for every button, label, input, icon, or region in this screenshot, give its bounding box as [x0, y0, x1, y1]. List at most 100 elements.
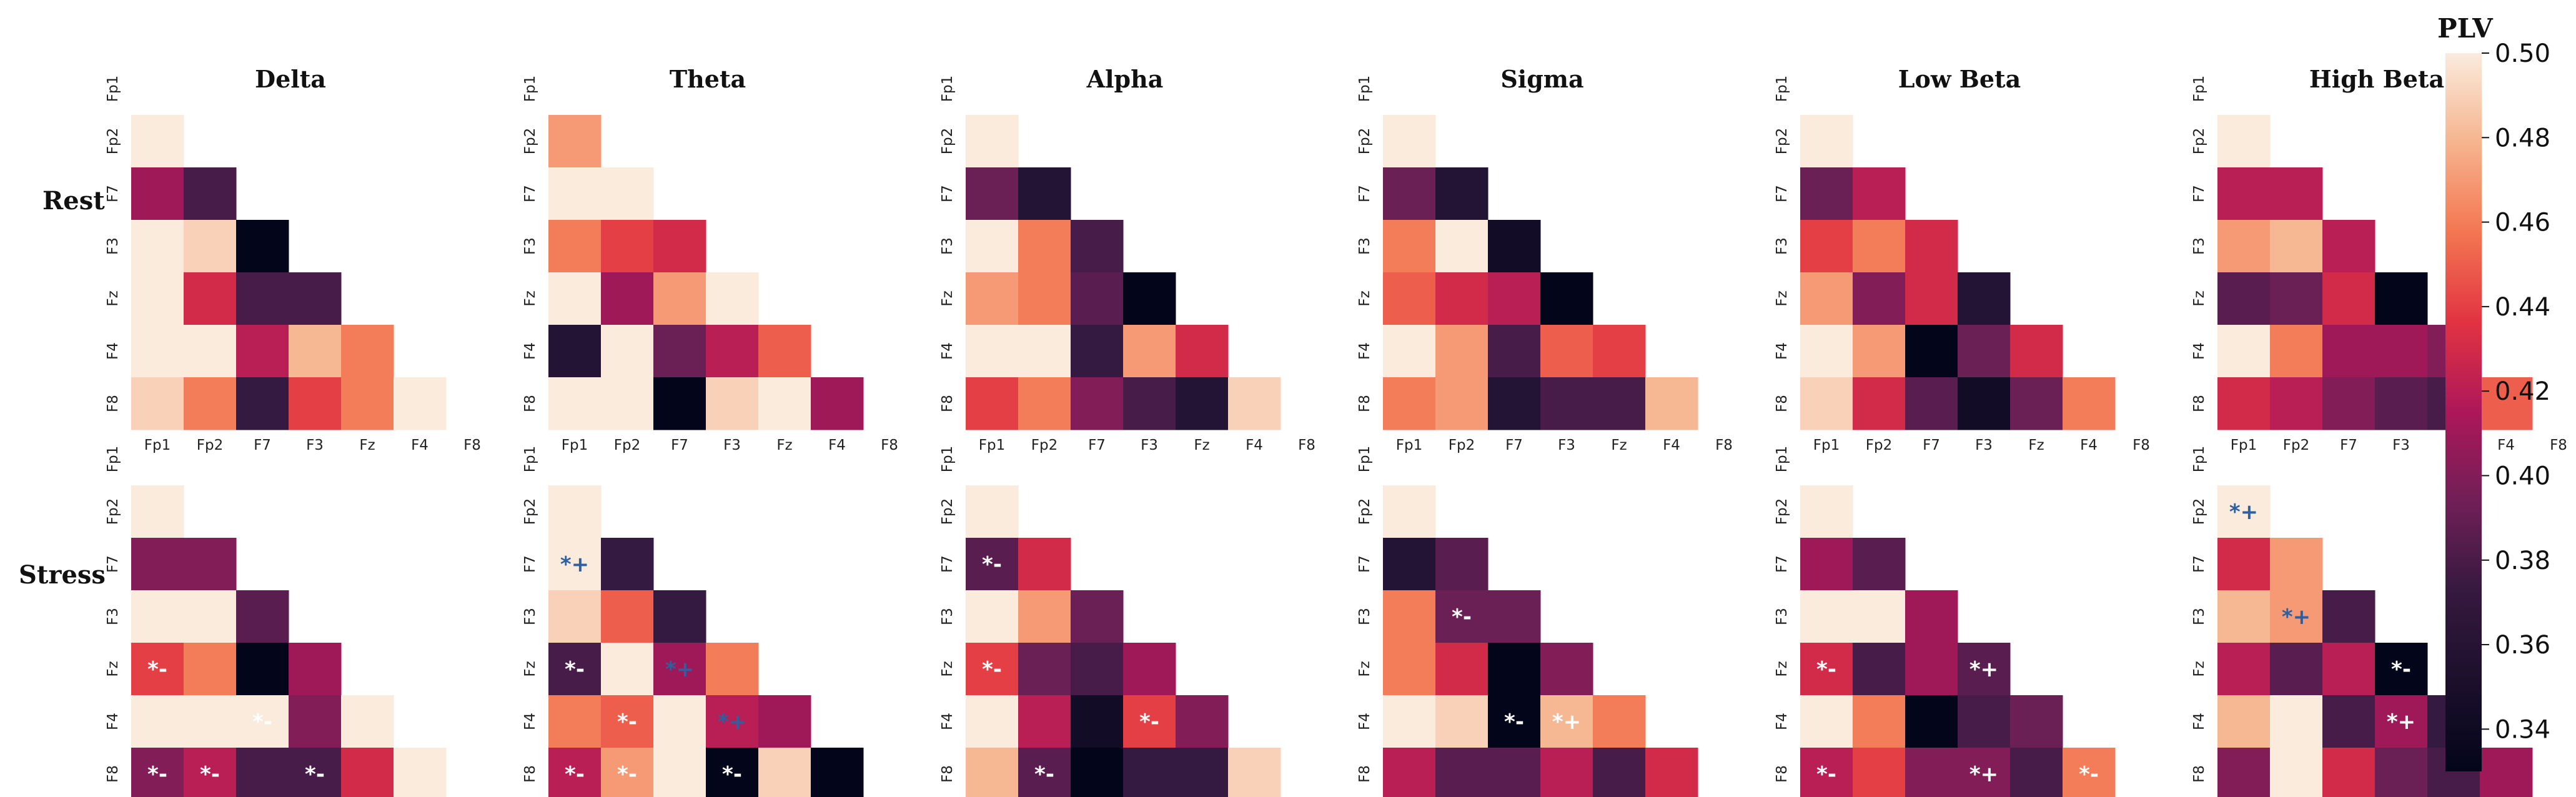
- cell-F8-Fp1: [1383, 377, 1436, 430]
- cell-F8-Fz: [1593, 748, 1646, 797]
- cell-Fp2-Fp1: [1800, 115, 1853, 168]
- significance-mark: *-: [1034, 762, 1054, 787]
- condition-label-rest: Rest: [42, 186, 105, 215]
- cell-F4-F7: [1071, 695, 1124, 748]
- cell-Fz-Fp1: [1383, 643, 1436, 696]
- cell-F7-Fp2: [184, 167, 237, 220]
- cell-F3-Fp2: [184, 220, 237, 273]
- cell-Fz-F7: [653, 272, 706, 325]
- x-tick-label: Fz: [359, 437, 375, 453]
- x-tick-label: F8: [881, 437, 898, 453]
- y-tick-label: Fp1: [1774, 76, 1790, 102]
- cell-F4-Fp2: [601, 695, 654, 748]
- x-tick-label: F7: [254, 437, 271, 453]
- y-tick-label: Fp2: [1774, 128, 1790, 154]
- y-tick-label: Fz: [1774, 290, 1790, 306]
- band-title-sigma: Sigma: [1500, 65, 1583, 93]
- x-tick-label: F4: [2080, 437, 2098, 453]
- y-tick-label: Fp2: [105, 128, 121, 154]
- cell-F4-F3: [1958, 695, 2011, 748]
- cell-Fp2-Fp1: [548, 115, 602, 168]
- y-tick-label: F3: [1357, 608, 1373, 625]
- cell-F8-F4: [394, 748, 447, 797]
- y-tick-label: F3: [1774, 608, 1790, 625]
- cell-F8-Fp2: [601, 748, 654, 797]
- cell-F8-F3: [1958, 377, 2011, 430]
- cell-F3-Fp2: [184, 590, 237, 643]
- significance-mark: *-: [200, 762, 220, 787]
- cell-F4-F7: [653, 325, 706, 378]
- cell-Fp2-Fp1: [1383, 115, 1436, 168]
- colorbar-title: PLV: [2437, 13, 2494, 44]
- cell-F7-Fp2: [1435, 538, 1489, 591]
- y-tick-label: F4: [1357, 342, 1373, 360]
- cell-F3-F7: [1905, 220, 1958, 273]
- cell-Fz-Fp1: [548, 643, 602, 696]
- cell-Fz-F3: [1958, 272, 2011, 325]
- cell-F4-F7: [653, 695, 706, 748]
- cell-F3-Fp1: [966, 590, 1019, 643]
- x-tick-label: Fz: [1611, 437, 1627, 453]
- cell-F8-F7: [653, 748, 706, 797]
- cell-Fz-F7: [2322, 272, 2375, 325]
- cell-F8-Fp2: [184, 377, 237, 430]
- cell-F8-Fp1: [966, 377, 1019, 430]
- y-tick-label: Fp1: [105, 446, 121, 472]
- y-tick-label: Fz: [1774, 661, 1790, 676]
- cell-F3-Fp1: [2217, 590, 2271, 643]
- y-tick-label: F8: [2191, 395, 2207, 412]
- cell-F3-Fp2: [601, 220, 654, 273]
- cell-F4-Fp1: [548, 325, 602, 378]
- y-tick-label: F4: [105, 713, 121, 730]
- significance-mark: *-: [2079, 762, 2099, 787]
- cell-Fp2-Fp1: [2217, 485, 2271, 538]
- cell-F8-Fp1: [131, 748, 184, 797]
- cell-Fz-F3: [1123, 643, 1176, 696]
- y-tick-label: F7: [105, 555, 121, 573]
- band-title-theta: Theta: [670, 65, 746, 93]
- cell-F3-Fp2: [1435, 590, 1489, 643]
- y-tick-label: F8: [522, 395, 538, 412]
- cell-F3-F7: [1488, 590, 1541, 643]
- y-tick-label: F3: [1357, 237, 1373, 255]
- cell-F8-Fp1: [966, 748, 1019, 797]
- cell-F8-Fp2: [184, 748, 237, 797]
- cell-F4-Fz: [341, 325, 394, 378]
- cell-F8-Fp1: [2217, 748, 2271, 797]
- cell-F3-Fp2: [601, 590, 654, 643]
- cell-F7-Fp2: [184, 538, 237, 591]
- cell-Fz-F7: [1488, 643, 1541, 696]
- cell-Fz-F7: [1488, 272, 1541, 325]
- panel-stress-theta: Fp1Fp2F7F3FzF4F8Fp1Fp2F7F3FzF4F8*+*-*+*-…: [522, 446, 864, 797]
- panel-rest-alpha: Fp1 Fp2 F7 F3 Fz F4 F8 Fp1 Fp2 F7 F3 Fz F4 F8 Alpha: [939, 65, 1315, 453]
- cell-F8-Fz: [341, 748, 394, 797]
- cell-Fz-Fp2: [184, 643, 237, 696]
- cell-F7-Fp1: [131, 538, 184, 591]
- cell-F8-F4: [1645, 748, 1698, 797]
- cell-F8-Fp2: [1435, 748, 1489, 797]
- cell-F8-Fz: [341, 377, 394, 430]
- cell-F8-F3: [1540, 748, 1593, 797]
- cell-F8-Fz: [2010, 377, 2063, 430]
- cell-F4-Fp2: [1435, 695, 1489, 748]
- y-tick-label: Fp2: [939, 128, 956, 154]
- y-tick-label: F8: [522, 765, 538, 783]
- significance-mark: *-: [982, 657, 1002, 682]
- significance-mark: *-: [617, 762, 637, 787]
- cell-F3-Fp2: [1435, 220, 1489, 273]
- cell-Fz-Fp1: [2217, 643, 2271, 696]
- cell-F8-Fp2: [1853, 748, 1906, 797]
- x-tick-label: F8: [1715, 437, 1733, 453]
- cell-F8-F7: [1071, 377, 1124, 430]
- y-tick-label: Fp1: [939, 446, 956, 472]
- y-tick-label: Fp2: [105, 498, 121, 525]
- cell-Fp2-Fp1: [548, 485, 602, 538]
- cell-F4-F3: [289, 695, 342, 748]
- cell-F3-Fp1: [548, 590, 602, 643]
- cell-F8-Fp2: [1018, 377, 1071, 430]
- cell-F3-F7: [1071, 590, 1124, 643]
- cell-F8-Fp2: [2270, 377, 2323, 430]
- cell-F7-Fp1: [2217, 538, 2271, 591]
- cell-Fz-F3: [289, 272, 342, 325]
